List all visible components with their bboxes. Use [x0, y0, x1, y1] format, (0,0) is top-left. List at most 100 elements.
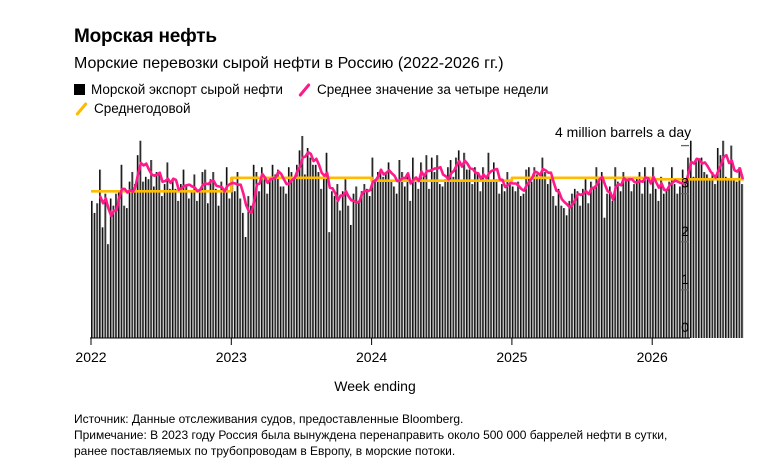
- bar: [169, 188, 172, 338]
- bar: [274, 174, 277, 338]
- bar-edge: [563, 208, 565, 338]
- bar-edge: [447, 167, 449, 338]
- bar-edge: [455, 157, 457, 339]
- bar-edge: [738, 167, 740, 338]
- bar-edge: [576, 191, 578, 338]
- bar-edge: [444, 179, 446, 338]
- bar: [633, 184, 636, 338]
- bar: [738, 167, 741, 338]
- bar-edge: [390, 181, 392, 338]
- bar: [366, 188, 369, 338]
- bar-edge: [614, 167, 616, 338]
- bar: [142, 181, 145, 338]
- bar-edge: [363, 184, 365, 338]
- bar: [395, 193, 398, 338]
- chart-title: Морская нефть: [74, 26, 217, 47]
- bar-edge: [579, 205, 581, 338]
- bar: [660, 176, 663, 338]
- bar: [627, 176, 630, 338]
- bar-edge: [287, 167, 290, 338]
- x-tick-label: 2023: [216, 349, 247, 365]
- bar: [282, 186, 285, 338]
- bar: [698, 160, 701, 338]
- bar-edge: [466, 169, 468, 338]
- bar: [304, 174, 307, 338]
- bar-edge: [517, 181, 519, 338]
- bar: [517, 181, 520, 338]
- bar: [609, 186, 612, 338]
- bar-edge: [134, 184, 136, 338]
- bar: [363, 184, 366, 338]
- bar-edge: [368, 196, 371, 338]
- bar-edge: [274, 174, 276, 338]
- bar-edge: [511, 186, 514, 338]
- y-tick-label: 1: [681, 271, 689, 287]
- bar: [479, 191, 482, 338]
- bar-edge: [449, 160, 452, 338]
- bar: [646, 179, 649, 338]
- bar: [687, 157, 690, 339]
- bar: [560, 205, 563, 338]
- bar: [153, 186, 156, 338]
- bar: [466, 169, 469, 338]
- bar: [495, 179, 498, 338]
- bar: [379, 169, 382, 338]
- bar: [336, 184, 339, 338]
- bar-edge: [676, 193, 678, 338]
- bar: [422, 176, 425, 338]
- bar-edge: [166, 162, 168, 338]
- bar: [490, 181, 493, 338]
- bar-edge: [91, 200, 93, 338]
- bar: [741, 184, 744, 338]
- bar: [201, 172, 204, 338]
- x-tick-label: 2025: [496, 349, 527, 365]
- bar: [606, 193, 609, 338]
- bar: [706, 174, 709, 338]
- bar-edge: [530, 181, 532, 338]
- bar-edge: [519, 196, 522, 338]
- bar: [325, 152, 328, 338]
- bar-edge: [681, 169, 684, 338]
- bar: [493, 162, 496, 338]
- bar: [430, 157, 433, 339]
- bar: [368, 196, 371, 338]
- bar: [377, 172, 379, 338]
- bar: [252, 164, 255, 338]
- bar: [134, 184, 137, 338]
- bar-edge: [401, 172, 403, 338]
- bar-edge: [619, 191, 622, 338]
- bar-edge: [177, 200, 179, 338]
- bar: [344, 179, 347, 338]
- bar-edge: [96, 203, 98, 338]
- bar-edge: [147, 179, 149, 338]
- bar: [228, 198, 231, 338]
- bar: [617, 181, 620, 338]
- bar-edge: [320, 188, 322, 338]
- bar-edge: [689, 140, 692, 338]
- bar: [514, 191, 517, 338]
- bar: [484, 181, 487, 338]
- bar-edge: [538, 176, 541, 338]
- bar: [649, 193, 652, 338]
- bar-edge: [657, 200, 659, 338]
- bar: [198, 191, 201, 338]
- bar-edge: [460, 181, 462, 338]
- bar: [592, 186, 595, 338]
- bar-edge: [153, 186, 155, 338]
- x-tick-label: 2024: [356, 349, 387, 365]
- bar-edge: [350, 224, 352, 338]
- bar-edge: [328, 232, 330, 338]
- bar: [533, 167, 536, 338]
- bar-edge: [117, 191, 120, 338]
- legend: Морской экспорт сырой нефти Среднее знач…: [74, 82, 562, 97]
- bar-edge: [277, 169, 279, 338]
- bar-edge: [158, 172, 160, 338]
- bar: [255, 172, 258, 338]
- bar-edge: [692, 176, 694, 338]
- bar: [123, 205, 126, 338]
- bar: [730, 145, 733, 338]
- bar: [600, 172, 603, 338]
- bar: [573, 188, 576, 338]
- bar-edge: [609, 186, 611, 338]
- bar: [482, 167, 485, 338]
